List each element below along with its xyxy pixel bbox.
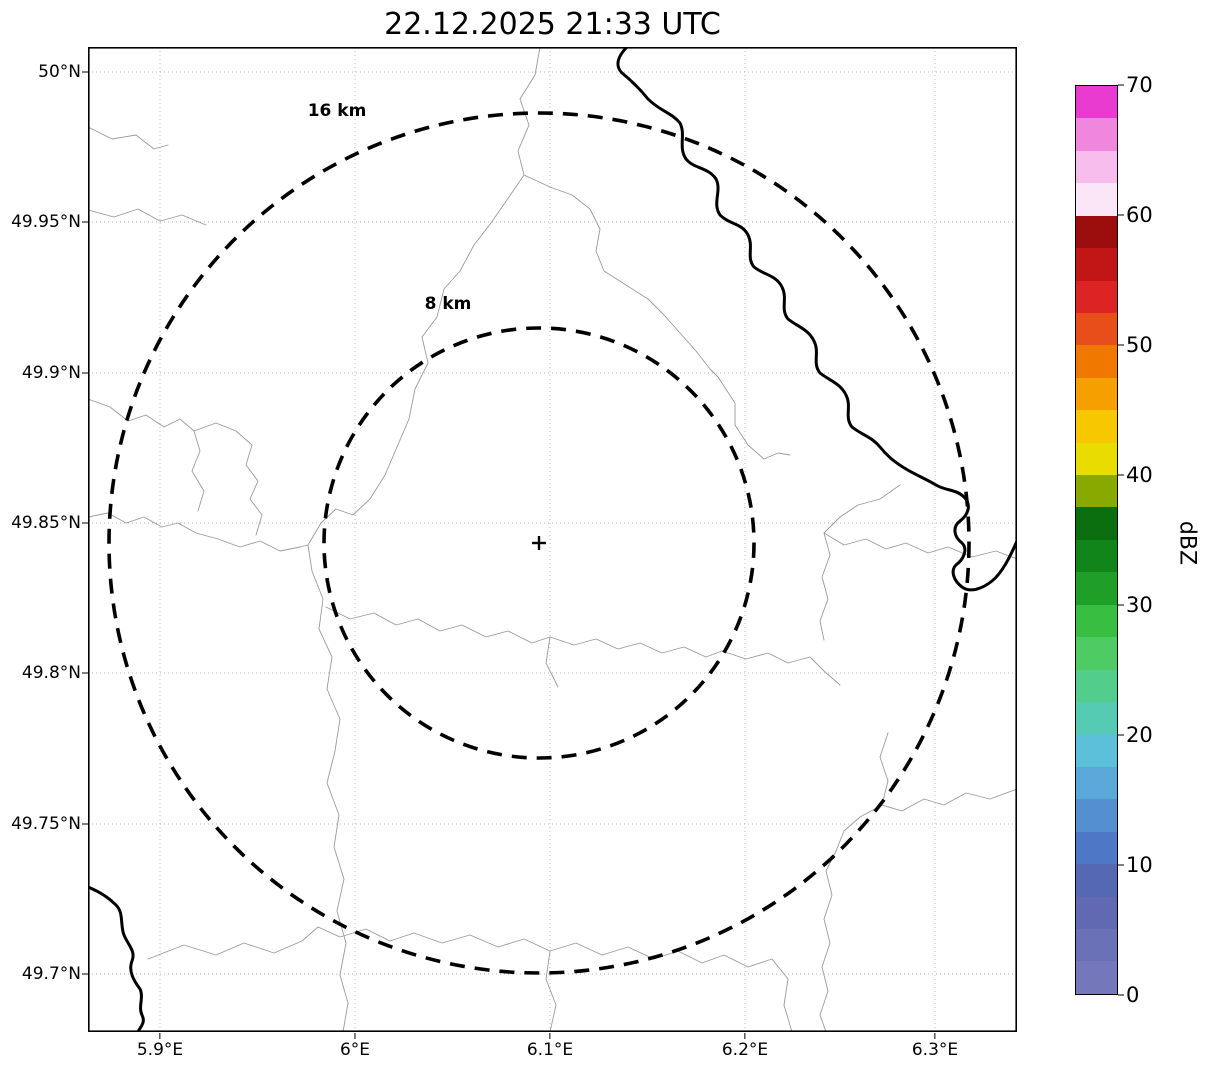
colorbar-segment [1076,572,1117,605]
colorbar-segment [1076,345,1117,378]
plot-title: 22.12.2025 21:33 UTC [384,7,721,42]
y-tick-label: 49.7°N [0,964,81,984]
colorbar-tick-label: 50 [1126,333,1153,357]
colorbar-segment [1076,928,1117,962]
x-tick-label: 6.1°E [526,1040,574,1060]
admin-boundary-lines [88,47,1017,1032]
x-tick-label: 6.2°E [721,1040,769,1060]
y-tick-label: 49.9°N [0,363,81,383]
plot-frame [88,47,1017,1032]
colorbar-segment [1076,896,1117,929]
colorbar-segment [1076,377,1117,411]
colorbar-segment [1076,280,1117,313]
colorbar-segment [1076,864,1117,897]
radar-center-marker [532,536,546,550]
colorbar-segment [1076,702,1117,735]
colorbar-segment [1076,312,1117,346]
colorbar-segment [1076,669,1117,703]
colorbar-segment [1076,118,1117,151]
colorbar-tick-label: 20 [1126,723,1153,747]
x-tick-label: 6°E [339,1040,371,1060]
x-tick-label: 6.3°E [911,1040,959,1060]
colorbar-tick-label: 10 [1126,853,1153,877]
colorbar-segment [1076,961,1117,994]
colorbar-segment [1076,831,1117,865]
range-ring-16km [107,111,971,975]
colorbar-tick-label: 30 [1126,593,1153,617]
colorbar-segment [1076,507,1117,540]
colorbar-tick-label: 70 [1126,73,1153,97]
colorbar-tick-label: 40 [1126,463,1153,487]
national-border-line [88,47,1017,1032]
colorbar-segment [1076,734,1117,767]
colorbar [1075,85,1118,995]
colorbar-segment [1076,799,1117,832]
y-tick-label: 49.8°N [0,663,81,683]
range-ring-16km-label: 16 km [308,101,367,121]
colorbar-segment [1076,637,1117,670]
colorbar-segment [1076,475,1117,508]
y-tick-label: 49.95°N [0,212,81,232]
y-tick-label: 49.85°N [0,513,81,533]
colorbar-segment [1076,442,1117,476]
range-rings [107,111,971,975]
colorbar-tick-label: 60 [1126,203,1153,227]
colorbar-tick-label: 0 [1126,983,1140,1007]
grid-lines [88,47,1017,1032]
colorbar-segment [1076,183,1117,216]
radar-map-plot: 16 km 8 km [88,47,1017,1032]
colorbar-segment [1076,150,1117,184]
colorbar-axis-label: dBZ [1174,520,1200,566]
y-tick-label: 50°N [0,62,81,82]
colorbar-segment [1076,215,1117,249]
colorbar-segment [1076,539,1117,573]
colorbar-segment [1076,604,1117,638]
range-ring-8km [322,326,756,760]
colorbar-segment [1076,410,1117,443]
y-tick-label: 49.75°N [0,814,81,834]
x-tick-label: 5.9°E [136,1040,184,1060]
colorbar-segment [1076,248,1117,281]
colorbar-segment [1076,766,1117,800]
range-ring-8km-label: 8 km [425,294,472,314]
colorbar-segment [1076,86,1117,119]
